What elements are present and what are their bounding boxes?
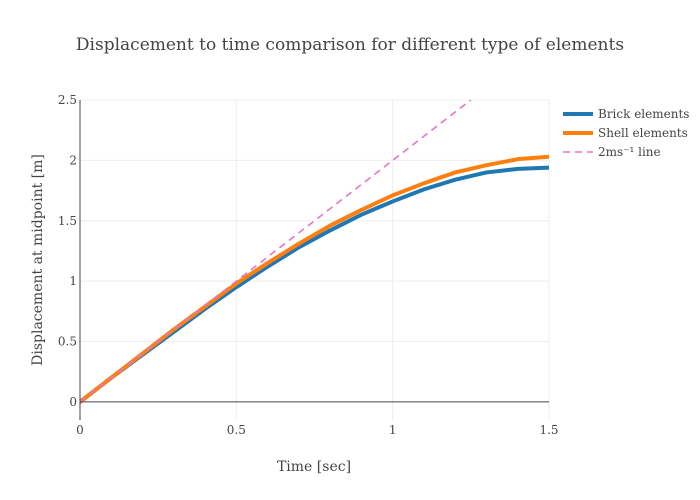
legend-item[interactable]: Shell elements	[563, 126, 688, 140]
chart-title: Displacement to time comparison for diff…	[76, 35, 624, 55]
legend-label: 2ms⁻¹ line	[598, 145, 661, 159]
x-tick-label: 1	[389, 423, 397, 437]
y-tick-label: 0	[69, 395, 77, 409]
legend-item[interactable]: 2ms⁻¹ line	[563, 145, 661, 159]
series-line-2	[80, 154, 549, 404]
y-tick-label: 1	[69, 274, 77, 288]
series-line-1	[80, 165, 549, 404]
y-tick-label: 1.5	[58, 214, 77, 228]
x-tick-label: 0.5	[227, 423, 246, 437]
legend[interactable]: Brick elements Shell elements 2ms⁻¹ line	[563, 107, 689, 159]
x-axis-title: Time [sec]	[277, 459, 351, 475]
series-layer	[80, 100, 549, 404]
axis-layer: 0 0.5 1 1.5 0 0.5 1 1.5 2 2.5	[58, 93, 559, 437]
grid-layer	[80, 99, 550, 420]
legend-label: Shell elements	[598, 126, 688, 140]
y-tick-label: 2.5	[58, 93, 77, 107]
series-line-3	[80, 100, 472, 403]
legend-item[interactable]: Brick elements	[563, 107, 689, 121]
x-tick-label: 1.5	[539, 423, 558, 437]
x-tick-label: 0	[76, 423, 84, 437]
y-tick-label: 0.5	[58, 335, 77, 349]
legend-label: Brick elements	[598, 107, 689, 121]
y-tick-label: 2	[69, 153, 77, 167]
y-axis-title: Displacement at midpoint [m]	[30, 154, 46, 366]
